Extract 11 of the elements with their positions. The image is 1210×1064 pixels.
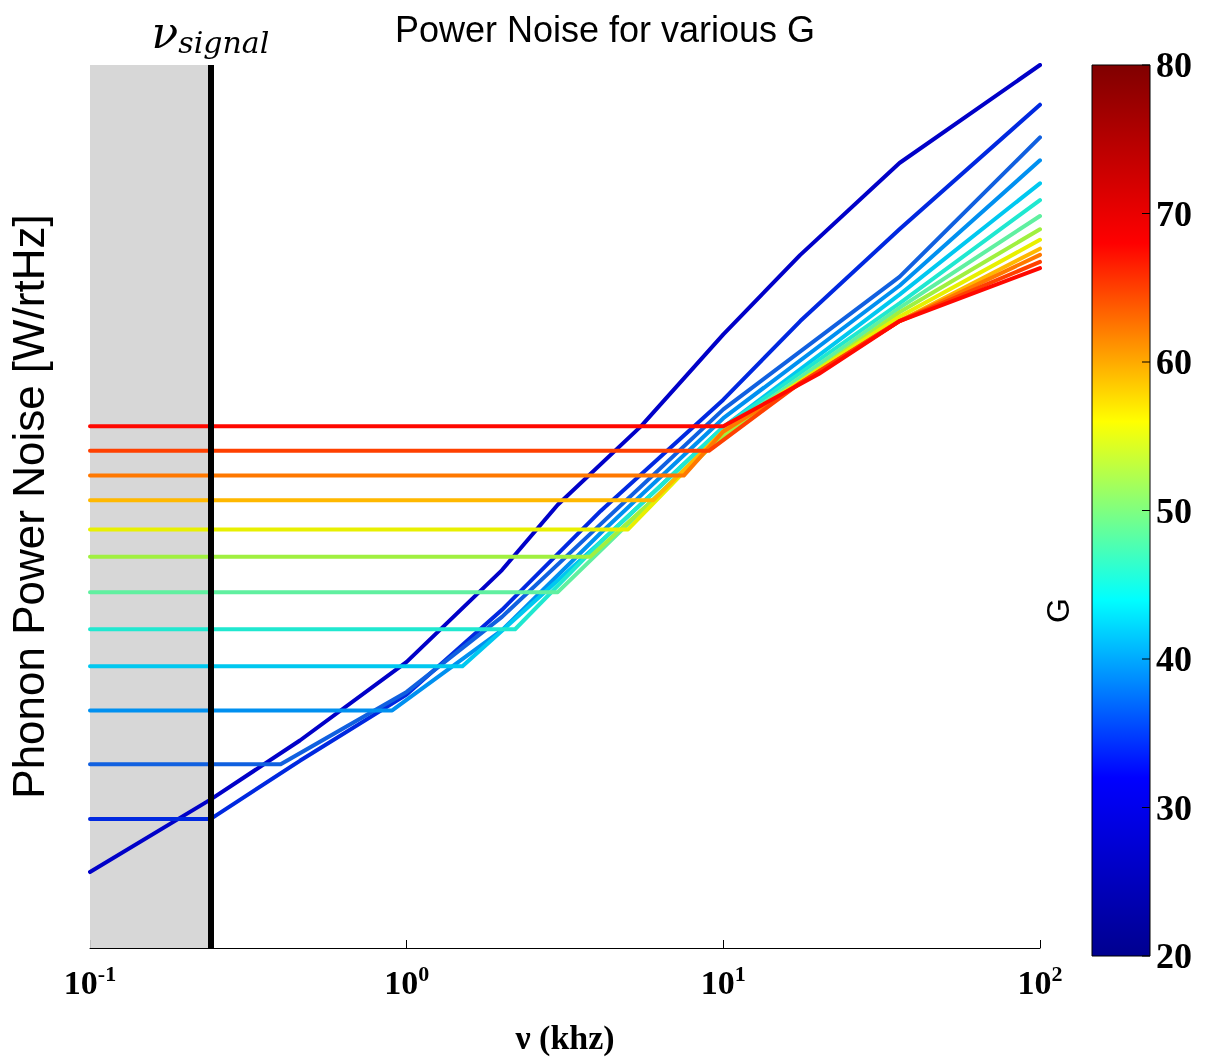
chart-title: Power Noise for various G	[394, 8, 816, 50]
color-bar-label: 50	[1156, 490, 1192, 531]
color-bar-label: 80	[1156, 45, 1192, 85]
color-bar-title: G	[1040, 598, 1076, 623]
color-bar-label: 60	[1156, 342, 1192, 382]
y-axis-title: Phonon Power Noise [W/rtHz]	[3, 214, 53, 799]
color-bar-label: 40	[1156, 639, 1192, 679]
x-axis-title: ν (khz)	[514, 1018, 615, 1057]
color-bar-label: 70	[1156, 193, 1192, 234]
color-bar-label: 20	[1156, 936, 1192, 976]
color-bar-label: 30	[1156, 787, 1192, 828]
